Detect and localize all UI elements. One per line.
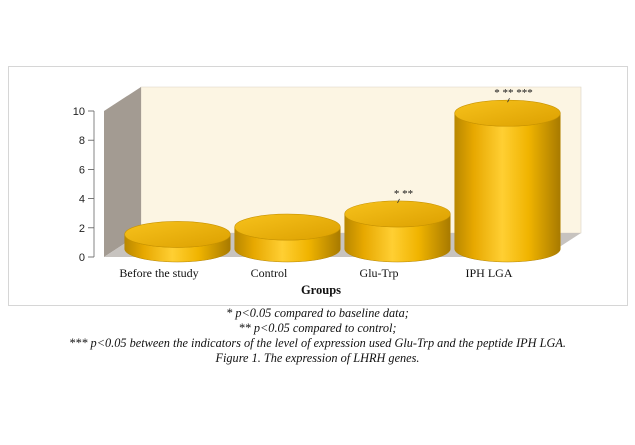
figure-caption: Figure 1. The expression of LHRH genes. xyxy=(215,351,420,365)
chart-svg: 0 2 4 6 8 10 Before the study Control Glu-Trp * *… xyxy=(73,86,582,297)
bar-cap-0 xyxy=(124,221,231,248)
y-tick-label: 8 xyxy=(79,135,85,147)
x-category-label: Control xyxy=(251,266,288,280)
x-axis-title: Groups xyxy=(301,283,341,297)
x-category-label: Before the study xyxy=(119,266,198,280)
significance-label: * ** xyxy=(394,188,413,200)
y-tick-label: 4 xyxy=(79,194,85,206)
note-control: ** p<0.05 compared to control; xyxy=(238,321,397,335)
bar-cap-1 xyxy=(234,213,341,241)
y-tick-label: 10 xyxy=(73,106,85,118)
x-category-label: IPH LGA xyxy=(466,266,513,280)
chart-frame: 0 2 4 6 8 10 Before the study Control Glu-Trp * *… xyxy=(8,66,628,306)
y-tick-label: 0 xyxy=(79,252,85,264)
significance-pointer xyxy=(397,198,400,204)
note-baseline: * p<0.05 compared to baseline data; xyxy=(226,306,409,320)
bar-3 xyxy=(454,113,561,263)
bar-cap-2 xyxy=(344,200,451,228)
y-tick-label: 2 xyxy=(79,223,85,235)
y-tick-label: 6 xyxy=(79,164,85,176)
significance-label: * ** *** xyxy=(494,87,533,99)
x-category-label: Glu-Trp xyxy=(360,266,399,280)
side-wall xyxy=(104,87,141,257)
chart-scene: 0 2 4 6 8 10 Before the study Control Glu-Trp * *… xyxy=(73,86,582,297)
significance-pointer xyxy=(507,98,510,103)
bar-cap-3 xyxy=(454,99,561,127)
figure-notes: * p<0.05 compared to baseline data; ** p… xyxy=(0,306,635,366)
note-glu-trp-vs-iph: *** p<0.05 between the indicators of the… xyxy=(69,336,566,350)
